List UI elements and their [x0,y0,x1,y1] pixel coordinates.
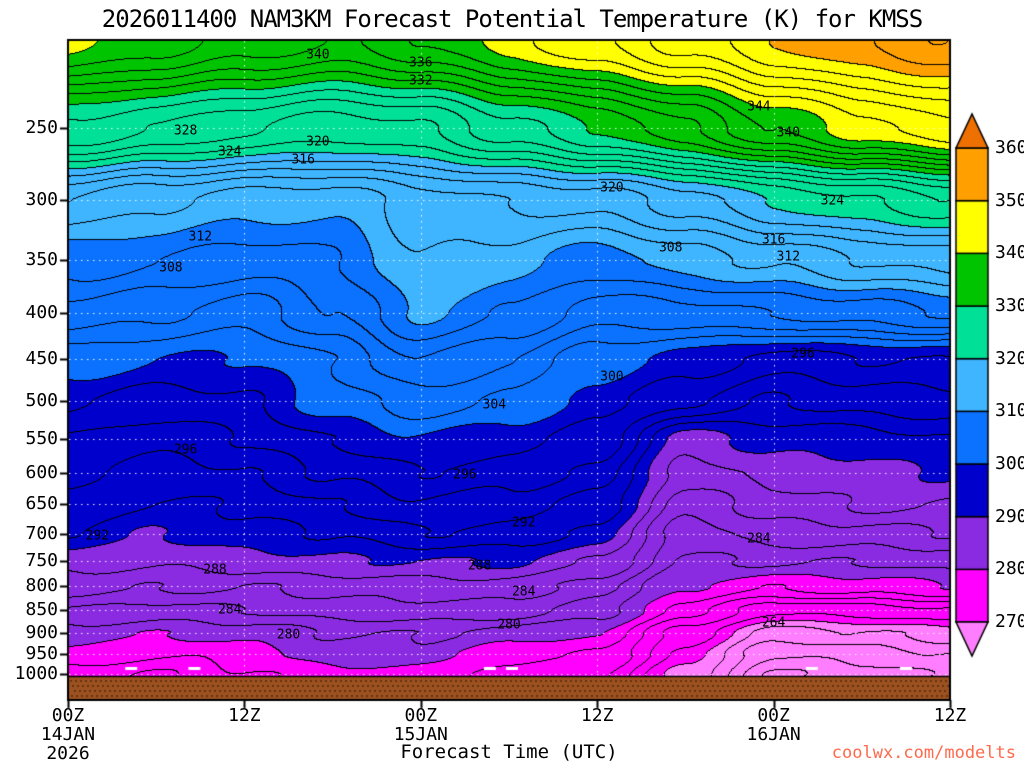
contour-label: 328 [173,123,198,139]
colorbar-tick-label: 340 [995,242,1024,264]
colorbar-tick-label: 330 [995,295,1024,316]
contour-label: 344 [747,99,771,115]
contour-label: 340 [776,125,801,141]
contour-label: 284 [511,584,536,600]
colorbar-tick-label: 290 [995,505,1024,527]
contour-label: 292 [511,515,536,531]
x-axis-tick-label: 00Z [404,705,438,726]
contour-label: 264 [761,615,786,631]
y-axis-tick-label: 650 [25,493,58,515]
contour-label: 340 [306,47,330,63]
y-axis-tick-label: 500 [25,389,58,411]
chart-title: 2026011400 NAM3KM Forecast Potential Tem… [101,5,923,33]
y-axis-tick-label: 400 [25,302,58,324]
y-axis-tick-label: 350 [25,249,58,271]
x-axis-date-label: 16JAN [746,724,801,745]
x-axis-tick-label: 12Z [228,705,261,726]
contour-label: 336 [409,55,433,71]
contour-label: 284 [747,531,771,547]
x-axis-date-label: 15JAN [393,724,448,745]
y-axis-tick-label: 300 [25,188,58,210]
contour-label: 292 [85,528,110,544]
contour-label: 296 [791,346,815,362]
y-axis-tick-label: 550 [25,427,58,449]
contour-label: 304 [482,397,507,413]
y-axis-tick-label: 1000 [14,663,58,685]
contour-label: 288 [203,562,227,578]
contour-label: 332 [409,73,433,89]
y-axis-tick-label: 800 [25,575,58,597]
y-axis-tick-label: 850 [25,599,58,620]
watermark: coolwx.com/modelts [831,743,1016,763]
contour-label: 308 [658,240,683,256]
x-axis-tick-label: 12Z [580,705,614,726]
contour-label: 288 [467,558,492,574]
contour-label: 320 [306,134,330,150]
colorbar-tick-label: 300 [995,453,1024,474]
y-axis-tick-label: 600 [25,461,58,483]
contour-label: 300 [600,369,624,385]
contour-label: 316 [761,232,786,248]
contour-label: 312 [188,229,213,245]
colorbar-tick-label: 310 [995,400,1024,422]
y-axis-tick-label: 250 [25,116,58,138]
colorbar-tick-label: 270 [995,611,1024,632]
y-axis-tick-label: 750 [25,549,58,571]
contour-label: 308 [159,260,183,276]
x-axis-date-label: 14JAN [40,724,96,745]
x-axis-title: Forecast Time (UTC) [400,741,618,763]
colorbar-tick-label: 350 [995,189,1024,211]
contour-label: 280 [276,627,301,643]
colorbar-tick-label: 360 [995,137,1024,158]
y-axis-tick-label: 700 [25,522,58,544]
colorbar-tick-label: 320 [995,347,1024,369]
contour-label: 316 [291,152,315,168]
y-axis-tick-label: 900 [25,621,58,643]
contour-label: 296 [453,467,477,483]
colorbar-tick-label: 280 [995,558,1024,580]
x-axis-date-label: 2026 [46,743,90,764]
contour-label: 312 [776,249,801,265]
contour-label: 280 [497,617,521,633]
x-axis-tick-label: 12Z [933,705,967,726]
contour-label: 324 [217,144,242,160]
y-axis-tick-label: 950 [25,642,58,664]
x-axis-tick-label: 00Z [51,705,85,726]
contour-label: 296 [173,442,198,458]
x-axis-tick-label: 00Z [757,705,790,726]
contour-label: 324 [820,193,845,209]
contour-label: 320 [600,180,624,196]
contour-label: 284 [217,602,242,618]
y-axis-tick-label: 450 [25,348,58,370]
